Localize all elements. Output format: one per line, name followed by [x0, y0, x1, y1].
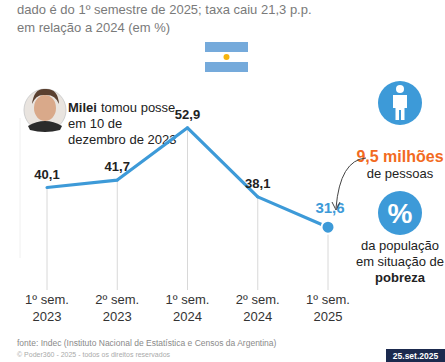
point — [186, 126, 189, 129]
source: fonte: Indec (Instituto Nacional de Esta… — [17, 338, 277, 348]
copyright: © Poder360 - 2025 - todos os direitos re… — [17, 351, 171, 358]
category-line — [328, 227, 329, 290]
person-icon — [378, 81, 422, 125]
date-badge — [386, 349, 445, 362]
x-tick-label-line: 2024 — [243, 309, 272, 324]
flag-stripe — [205, 62, 248, 72]
x-tick-label-line: 1º sem. — [306, 292, 350, 307]
subtitle: em relação a 2024 (em %) — [17, 20, 170, 35]
photo-bg — [24, 89, 66, 131]
x-tick-label: 2º sem. 2024 — [236, 292, 280, 324]
data-label: 31,6 — [315, 199, 344, 216]
x-tick-label-line: 2024 — [173, 309, 202, 324]
annotation-bold: Milei — [68, 100, 97, 115]
x-tick-label: 1º sem. 2023 — [25, 292, 69, 324]
x-tick-label-line: 2023 — [103, 309, 132, 324]
data-label: 52,9 — [175, 107, 200, 122]
photo-face — [34, 95, 56, 121]
point — [322, 221, 335, 234]
icon-head — [396, 85, 404, 93]
flag-stripe — [205, 52, 248, 62]
data-label: 41,7 — [105, 159, 130, 174]
annotation-bold: pobreza — [375, 270, 426, 285]
x-tick-label-line: 2º sem. — [236, 292, 280, 307]
point — [46, 186, 49, 189]
arrow — [336, 158, 366, 208]
photo-hair — [32, 89, 59, 104]
annotation-text: de pessoas — [367, 166, 434, 181]
flag — [205, 42, 248, 72]
data-label: 40,1 — [34, 167, 59, 182]
plot-area — [46, 126, 335, 233]
annotation-highlight: 9,5 milhões — [356, 148, 443, 165]
icon-circle — [378, 81, 422, 125]
annotation-text: em 10 de — [68, 116, 122, 131]
data-label: 38,1 — [245, 176, 270, 191]
chart: dado é do 1º semestre de 2025; taxa caiu… — [0, 0, 445, 362]
photo — [24, 89, 66, 132]
annotation-text: dezembro de 2023 — [68, 132, 176, 147]
category-line — [47, 188, 48, 290]
annotation: Milei tomou posse — [68, 100, 175, 115]
x-tick-label-line: 2025 — [314, 309, 343, 324]
arrow-head — [332, 202, 340, 210]
percent-symbol: % — [388, 198, 413, 229]
date: 25.set.2025 — [393, 351, 439, 361]
annotation-text: da população — [361, 238, 439, 253]
annotation-text: em situação de — [356, 254, 444, 269]
x-tick-label: 1º sem. 2024 — [166, 292, 210, 324]
y-axis-line — [20, 118, 21, 258]
category-line — [257, 197, 258, 290]
point — [256, 195, 259, 198]
x-tick-label-line: 2023 — [33, 309, 62, 324]
x-tick-label-line: 2º sem. — [95, 292, 139, 307]
annotation-text: tomou posse — [101, 100, 175, 115]
x-tick-label: 1º sem. 2025 — [306, 292, 350, 324]
flag-stripe — [205, 42, 248, 52]
category-line — [117, 180, 118, 290]
point — [116, 179, 119, 182]
line — [47, 128, 328, 227]
percent-circle — [378, 191, 422, 235]
subtitle: dado é do 1º semestre de 2025; taxa caiu… — [17, 2, 312, 17]
x-tick-label-line: 1º sem. — [166, 292, 210, 307]
icon-body — [393, 95, 407, 120]
flag-sun — [224, 54, 230, 60]
x-tick-label: 2º sem. 2023 — [95, 292, 139, 324]
photo-suit — [28, 121, 62, 132]
category-line — [187, 128, 188, 290]
x-tick-label-line: 1º sem. — [25, 292, 69, 307]
